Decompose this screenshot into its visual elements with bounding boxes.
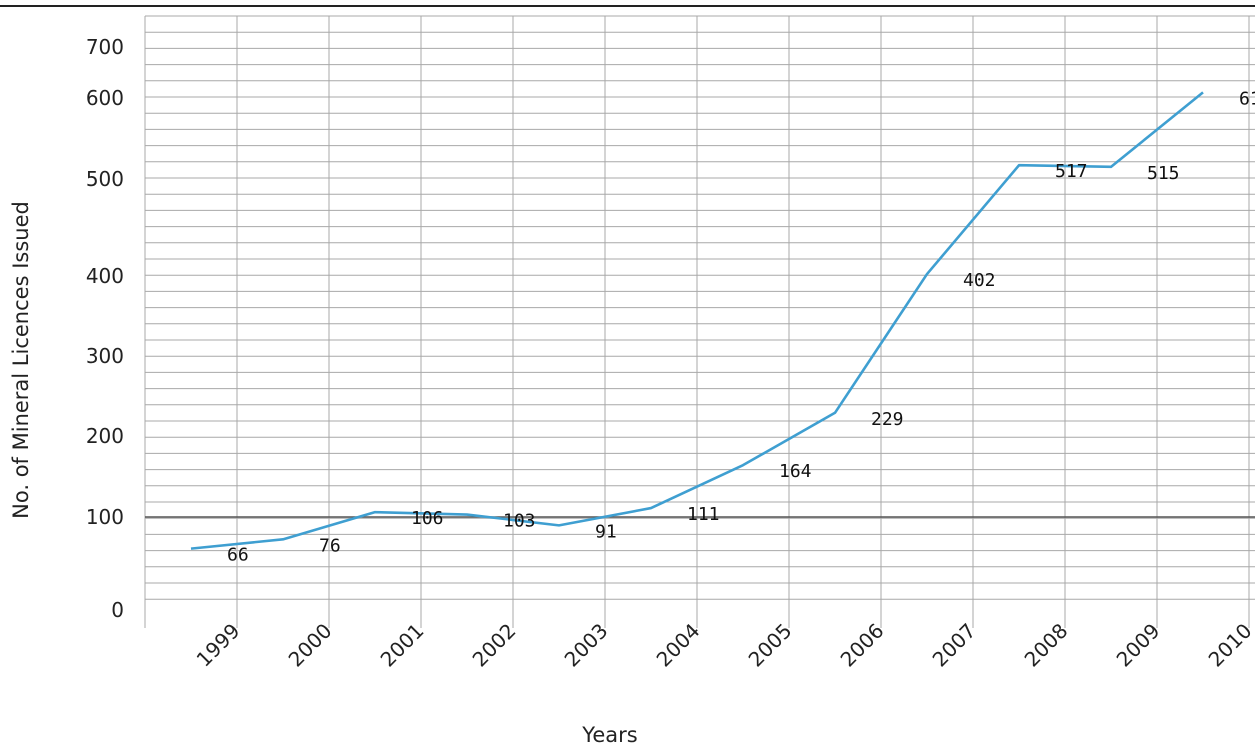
data-label: 515 (1147, 163, 1180, 184)
data-label: 111 (687, 504, 720, 525)
series-line (190, 91, 1204, 550)
x-axis-title: Years (581, 723, 637, 747)
data-label: 229 (871, 409, 904, 430)
y-axis-ticks: 0 100 200 300 400 500 600 700 (86, 35, 124, 622)
y-tick-label: 600 (86, 86, 124, 110)
data-label: 76 (319, 535, 341, 556)
y-tick-label: 100 (86, 505, 124, 529)
y-tick-label: 0 (111, 598, 124, 622)
data-label: 611 (1239, 88, 1255, 109)
y-tick-label: 700 (86, 35, 124, 59)
grid (144, 15, 1255, 628)
data-labels: 66 76 106 103 91 111 164 229 402 517 515 611 (227, 88, 1255, 565)
y-axis-title: No. of Mineral Licences Issued (9, 201, 33, 519)
y-tick-label: 500 (86, 167, 124, 191)
data-label: 517 (1055, 161, 1088, 182)
data-label: 106 (411, 508, 444, 529)
data-label: 164 (779, 461, 812, 482)
y-tick-label: 400 (86, 264, 124, 288)
data-label: 103 (503, 511, 536, 532)
y-tick-label: 300 (86, 344, 124, 368)
x-axis-ticks: 1999 2000 2001 2002 2003 2004 2005 2006 2007 2008… (192, 619, 1255, 672)
data-label: 66 (227, 545, 249, 566)
x-tick-label: 2010 (1204, 619, 1255, 672)
data-label: 402 (963, 270, 996, 291)
data-label: 91 (595, 521, 617, 542)
y-tick-label: 200 (86, 424, 124, 448)
